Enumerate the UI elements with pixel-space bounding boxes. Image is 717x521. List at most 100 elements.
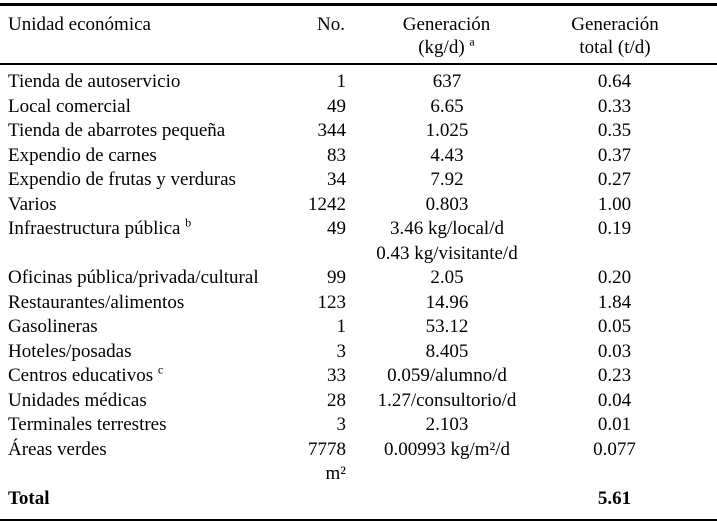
cell-generacion-total: 5.61 — [597, 487, 632, 509]
cell-no: 7778 m² — [308, 438, 346, 485]
cell-unidad-economica: Expendio de frutas y verduras — [8, 169, 236, 190]
cell-unidad-economica: Gasolineras — [8, 316, 98, 337]
footnote-marker-b: b — [185, 215, 192, 230]
table-row: Expendio de frutas y verduras 34 7.92 0.27 — [0, 168, 717, 193]
cell-generacion: 637 — [346, 64, 536, 95]
cell-generacion-line: 14.96 — [425, 291, 469, 313]
cell-generacion: 0.00993 kg/m²/d — [346, 438, 536, 487]
cell-generacion-total: 0.37 — [597, 144, 632, 166]
cell-generacion: 4.43 — [346, 144, 536, 169]
cell-generacion-line: 53.12 — [425, 316, 469, 337]
table-row: Infraestructura pública b 49 3.46 kg/local… — [0, 217, 717, 266]
table-row: Centros educativos c 33 0.059/alumno/d 0.23 — [0, 364, 717, 389]
table-row: Gasolineras 1 53.12 0.05 — [0, 315, 717, 340]
cell-generacion: 6.65 — [346, 95, 536, 120]
cell-generacion-total: 0.20 — [597, 267, 632, 288]
header-no: No. — [298, 4, 346, 65]
table-row: Expendio de carnes 83 4.43 0.37 — [0, 144, 717, 169]
cell-no: 33 — [327, 365, 346, 386]
cell-no — [298, 487, 346, 521]
cell-generacion: 2.05 — [346, 266, 536, 291]
cell-unidad-economica: Terminales terrestres — [8, 414, 167, 435]
cell-no: 3 — [336, 340, 347, 362]
table-row: Oficinas pública/privada/cultural 99 2.05 0… — [0, 266, 717, 291]
cell-generacion: 8.405 — [346, 340, 536, 365]
cell-generacion-total: 0.01 — [597, 414, 632, 435]
cell-no: 49 — [327, 95, 346, 117]
cell-generacion-line: 2.103 — [425, 414, 469, 435]
cell-generacion-line: 4.43 — [430, 144, 464, 166]
cell-unidad-economica: Áreas verdes — [8, 438, 107, 460]
cell-unidad-economica: Local comercial — [8, 95, 131, 117]
header-generacion-line1: Generación — [402, 14, 491, 35]
cell-generacion-total: 1.00 — [597, 193, 632, 215]
table-row: Restaurantes/alimentos 123 14.96 1.84 — [0, 291, 717, 316]
cell-generacion-total: 0.19 — [597, 218, 632, 239]
cell-generacion-line: 1.27/consultorio/d — [377, 389, 517, 411]
cell-generacion: 53.12 — [346, 315, 536, 340]
cell-generacion-total: 1.84 — [597, 291, 632, 313]
cell-generacion-line: 3.46 kg/local/d — [390, 218, 504, 239]
cell-generacion-line: 8.405 — [425, 340, 469, 362]
cell-unidad-economica: Tienda de abarrotes pequeña — [8, 120, 226, 141]
cell-generacion-line: 2.05 — [430, 267, 464, 288]
cell-generacion-line: 6.65 — [430, 95, 464, 117]
cell-generacion: 14.96 — [346, 291, 536, 316]
cell-no: 34 — [327, 169, 346, 190]
cell-unidad-economica: Infraestructura pública b — [8, 215, 192, 239]
table-row: Unidades médicas 28 1.27/consultorio/d 0.04 — [0, 389, 717, 414]
cell-generacion: 1.025 — [346, 119, 536, 144]
cell-generacion-total: 0.23 — [597, 365, 632, 386]
paper-table-page: Unidad económica No. Generación (kg/d) a… — [0, 3, 717, 521]
header-generacion-line2: (kg/d) a — [358, 36, 535, 59]
cell-no: 1 — [336, 316, 347, 337]
cell-unidad-economica: Oficinas pública/privada/cultural — [8, 267, 259, 288]
table-row: Áreas verdes 7778 m² 0.00993 kg/m²/d 0.077 — [0, 438, 717, 487]
cell-generacion — [346, 487, 536, 521]
cell-generacion-line: 0.00993 kg/m²/d — [383, 438, 511, 460]
header-unidad-economica: Unidad económica — [0, 4, 298, 65]
cell-generacion-line: 0.059/alumno/d — [387, 365, 507, 386]
cell-unidad-economica: Total — [8, 487, 50, 509]
cell-no: 3 — [336, 414, 347, 435]
header-total-line2: total (t/d) — [579, 37, 651, 58]
cell-generacion-total: 0.05 — [597, 316, 632, 337]
cell-generacion-line: 1.025 — [425, 120, 469, 141]
cell-unidad-economica: Tienda de autoservicio — [8, 71, 181, 92]
cell-no: 123 — [317, 291, 347, 313]
header-generacion-unit: (kg/d) — [418, 37, 465, 58]
table-row: Local comercial 49 6.65 0.33 — [0, 95, 717, 120]
generation-table: Unidad económica No. Generación (kg/d) a… — [0, 3, 717, 521]
cell-generacion-total: 0.27 — [597, 169, 632, 190]
cell-no: 1242 — [308, 193, 346, 215]
cell-generacion-total: 0.33 — [597, 95, 632, 117]
cell-unidad-economica: Hoteles/posadas — [8, 340, 132, 362]
footnote-marker-a: a — [469, 34, 475, 49]
cell-generacion-line: 637 — [432, 71, 462, 92]
cell-generacion-total: 0.64 — [597, 71, 632, 92]
table-row: Tienda de autoservicio 1 637 0.64 — [0, 64, 717, 95]
cell-generacion-line: 0.43 kg/visitante/d — [376, 242, 518, 264]
table-header: Unidad económica No. Generación (kg/d) a… — [0, 4, 717, 65]
cell-no: 49 — [327, 218, 346, 239]
cell-no: 1 — [336, 71, 347, 92]
cell-generacion: 3.46 kg/local/d 0.43 kg/visitante/d — [346, 217, 536, 266]
footnote-marker-c: c — [157, 362, 164, 377]
header-total-line1: Generación — [571, 14, 659, 35]
cell-generacion: 0.803 — [346, 193, 536, 218]
cell-generacion-line: 7.92 — [430, 169, 464, 190]
cell-no: 99 — [327, 267, 346, 288]
header-row: Unidad económica No. Generación (kg/d) a… — [0, 4, 717, 65]
cell-unidad-economica: Expendio de carnes — [8, 144, 157, 166]
table-row: Terminales terrestres 3 2.103 0.01 — [0, 413, 717, 438]
cell-generacion-total: 0.077 — [593, 438, 636, 460]
cell-unidad-economica: Restaurantes/alimentos — [8, 291, 185, 313]
cell-generacion-total: 0.03 — [597, 340, 632, 362]
cell-unidad-economica: Varios — [8, 193, 57, 215]
cell-unidad-economica: Centros educativos c — [8, 362, 164, 386]
cell-unidad-economica: Unidades médicas — [8, 389, 147, 411]
cell-generacion-line: 0.803 — [425, 193, 469, 215]
cell-generacion-total: 0.35 — [597, 120, 632, 141]
header-generacion-total: Generación total (t/d) — [536, 4, 717, 65]
table-row: Tienda de abarrotes pequeña 344 1.025 0.35 — [0, 119, 717, 144]
